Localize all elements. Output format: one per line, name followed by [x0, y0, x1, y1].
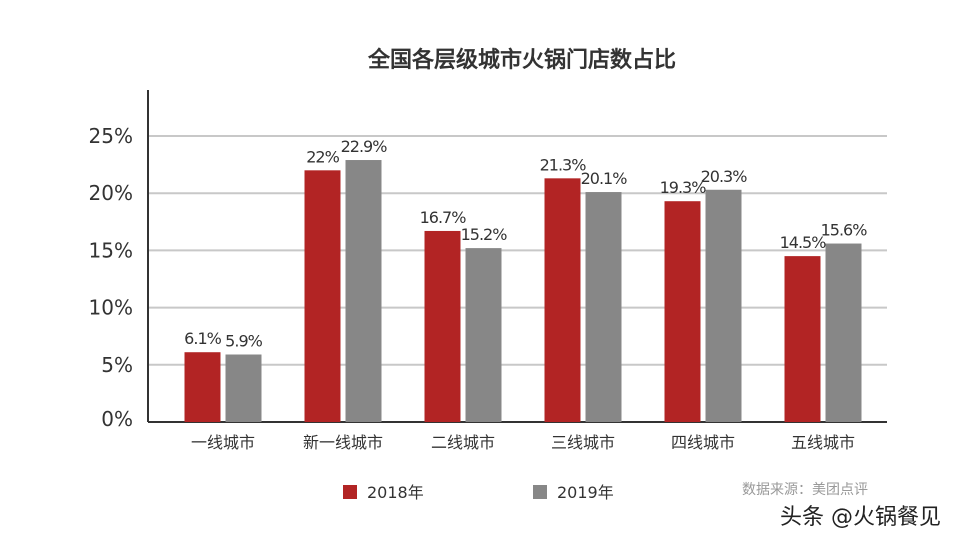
y-tick-label: 5% [101, 353, 133, 377]
bar-2019年-三线城市 [585, 192, 622, 422]
bar-2018年-新一线城市 [304, 170, 341, 422]
x-tick-label: 五线城市 [791, 433, 855, 452]
x-tick-label: 二线城市 [431, 433, 495, 452]
y-tick-label: 20% [89, 181, 133, 205]
bar-2018年-四线城市 [664, 201, 701, 422]
x-tick-label: 三线城市 [551, 433, 615, 452]
data-label: 5.9% [225, 332, 262, 351]
data-label: 22% [306, 147, 339, 166]
y-tick-label: 10% [89, 296, 133, 320]
legend-swatch [343, 485, 357, 499]
bar-2019年-新一线城市 [345, 160, 382, 423]
legend-label: 2019年 [557, 483, 614, 502]
bar-2018年-二线城市 [424, 230, 461, 422]
source-note: 数据来源：美团点评 [742, 482, 868, 498]
x-tick-label: 一线城市 [191, 433, 255, 452]
legend-swatch [533, 485, 547, 499]
data-label: 16.7% [420, 208, 467, 227]
data-label: 14.5% [780, 233, 827, 252]
data-label: 15.6% [821, 221, 868, 240]
y-tick-label: 15% [89, 238, 133, 262]
data-label: 15.2% [461, 225, 508, 244]
y-tick-label: 25% [89, 124, 133, 148]
data-label: 19.3% [660, 178, 707, 197]
x-tick-label: 新一线城市 [303, 433, 383, 452]
chart-title: 全国各层级城市火锅门店数占比 [367, 47, 676, 73]
data-label: 22.9% [341, 137, 388, 156]
bar-2019年-二线城市 [465, 248, 502, 422]
data-label: 20.1% [581, 169, 628, 188]
bar-2018年-三线城市 [544, 178, 581, 422]
data-label: 20.3% [701, 167, 748, 186]
bar-2019年-四线城市 [705, 189, 742, 422]
legend-label: 2018年 [367, 483, 424, 502]
bar-2019年-五线城市 [825, 243, 862, 422]
data-label: 6.1% [184, 329, 221, 348]
data-label: 21.3% [540, 155, 587, 174]
bar-2018年-一线城市 [184, 352, 221, 422]
bar-2018年-五线城市 [784, 256, 821, 422]
y-tick-label: 0% [101, 407, 133, 431]
x-tick-label: 四线城市 [671, 433, 735, 452]
watermark: 头条 @火锅餐见 [780, 505, 941, 530]
bar-2019年-一线城市 [225, 354, 262, 422]
